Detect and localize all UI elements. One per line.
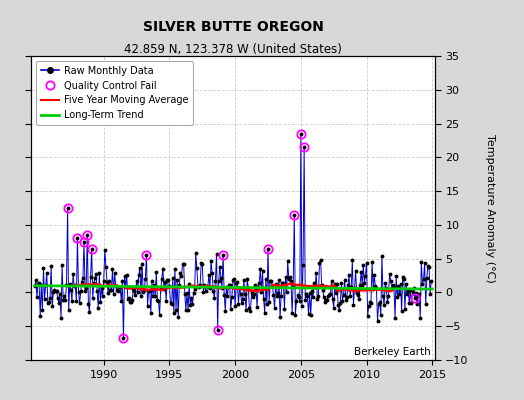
Title: 42.859 N, 123.378 W (United States): 42.859 N, 123.378 W (United States): [124, 43, 342, 56]
Y-axis label: Temperature Anomaly (°C): Temperature Anomaly (°C): [485, 134, 495, 282]
Legend: Raw Monthly Data, Quality Control Fail, Five Year Moving Average, Long-Term Tren: Raw Monthly Data, Quality Control Fail, …: [36, 61, 193, 125]
Text: Berkeley Earth: Berkeley Earth: [354, 347, 431, 357]
Text: SILVER BUTTE OREGON: SILVER BUTTE OREGON: [143, 20, 324, 34]
